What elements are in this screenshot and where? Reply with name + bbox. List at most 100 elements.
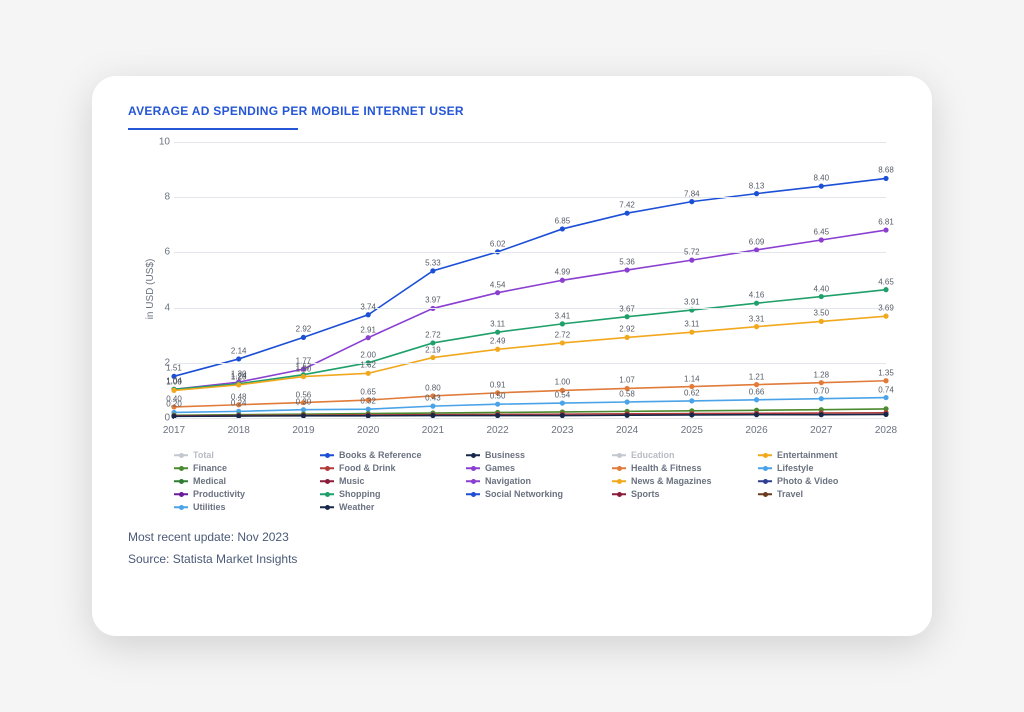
point-label: 5.72 [684,248,700,257]
legend-item[interactable]: Education [612,450,750,460]
legend-item[interactable]: Total [174,450,312,460]
point-label: 6.81 [878,217,894,226]
point-label: 0.24 [231,399,247,408]
title-underline [128,128,298,130]
point-label: 3.67 [619,304,635,313]
series-point [624,399,629,404]
point-label: 0.20 [166,400,182,409]
series-point [171,388,176,393]
legend-item[interactable]: Productivity [174,489,312,499]
point-label: 3.31 [749,314,765,323]
series-point [236,382,241,387]
point-label: 1.14 [684,374,700,383]
point-label: 2.19 [425,345,441,354]
x-tick-label: 2028 [875,425,897,436]
y-tick-label: 0 [152,413,170,424]
legend-item[interactable]: Food & Drink [320,463,458,473]
series-point [366,371,371,376]
update-note: Most recent update: Nov 2023 [128,530,896,544]
point-label: 2.72 [425,330,441,339]
series-point [624,314,629,319]
source-note: Source: Statista Market Insights [128,552,896,566]
point-label: 0.32 [360,397,376,406]
series-point [495,290,500,295]
point-label: 1.35 [878,368,894,377]
legend-item[interactable]: Lifestyle [758,463,896,473]
point-label: 2.00 [360,350,376,359]
legend-swatch [612,464,626,472]
legend-item[interactable]: Entertainment [758,450,896,460]
legend-item[interactable]: Health & Fitness [612,463,750,473]
chart-area: in USD (US$) 024681020172018201920202021… [128,134,896,444]
legend-swatch [320,451,334,459]
legend-item[interactable]: Music [320,476,458,486]
legend-item[interactable]: Finance [174,463,312,473]
legend-item[interactable]: Travel [758,489,896,499]
legend-swatch [320,477,334,485]
series-point [560,321,565,326]
point-label: 3.91 [684,297,700,306]
legend-label: Business [485,450,525,460]
series-point [754,397,759,402]
series-point [754,301,759,306]
point-label: 3.74 [360,302,376,311]
legend-item[interactable]: Games [466,463,604,473]
point-label: 3.11 [684,320,699,329]
point-label: 4.16 [749,291,765,300]
legend-label: Social Networking [485,489,563,499]
legend-item[interactable]: Sports [612,489,750,499]
legend-swatch [174,477,188,485]
legend-item[interactable]: Weather [320,502,458,512]
point-label: 1.20 [231,372,247,381]
series-point [819,294,824,299]
series-point [430,355,435,360]
legend-label: Health & Fitness [631,463,702,473]
series-point [624,335,629,340]
chart-card: AVERAGE AD SPENDING PER MOBILE INTERNET … [92,76,932,636]
y-tick-label: 6 [152,247,170,258]
point-label: 0.30 [296,397,312,406]
point-label: 3.97 [425,296,441,305]
x-tick-label: 2022 [487,425,509,436]
legend-swatch [612,490,626,498]
point-label: 2.49 [490,337,506,346]
legend-item[interactable]: Navigation [466,476,604,486]
legend-label: Finance [193,463,227,473]
x-tick-label: 2021 [422,425,444,436]
legend-swatch [758,490,772,498]
legend-item[interactable]: Social Networking [466,489,604,499]
legend-item[interactable]: Photo & Video [758,476,896,486]
series-point [883,314,888,319]
point-label: 1.00 [555,378,571,387]
legend-swatch [174,451,188,459]
legend-item[interactable]: Shopping [320,489,458,499]
legend-item[interactable]: News & Magazines [612,476,750,486]
legend-item[interactable]: Business [466,450,604,460]
series-point [883,412,888,417]
series-point [689,412,694,417]
legend-swatch [320,464,334,472]
y-tick-label: 8 [152,192,170,203]
point-label: 0.74 [878,385,894,394]
point-label: 5.33 [425,258,441,267]
legend-label: Music [339,476,365,486]
legend-swatch [320,503,334,511]
legend-item[interactable]: Books & Reference [320,450,458,460]
legend-item[interactable]: Utilities [174,502,312,512]
series-point [754,412,759,417]
x-tick-label: 2027 [810,425,832,436]
point-label: 0.65 [360,387,376,396]
legend-swatch [174,503,188,511]
point-label: 1.50 [296,364,312,373]
point-label: 8.40 [813,174,829,183]
legend-swatch [466,477,480,485]
series-point [689,199,694,204]
legend-label: Shopping [339,489,381,499]
point-label: 6.02 [490,239,506,248]
legend-item[interactable]: Medical [174,476,312,486]
legend-label: Travel [777,489,803,499]
point-label: 0.43 [425,394,441,403]
point-label: 4.40 [813,284,829,293]
series-point [495,402,500,407]
legend-label: Utilities [193,502,226,512]
